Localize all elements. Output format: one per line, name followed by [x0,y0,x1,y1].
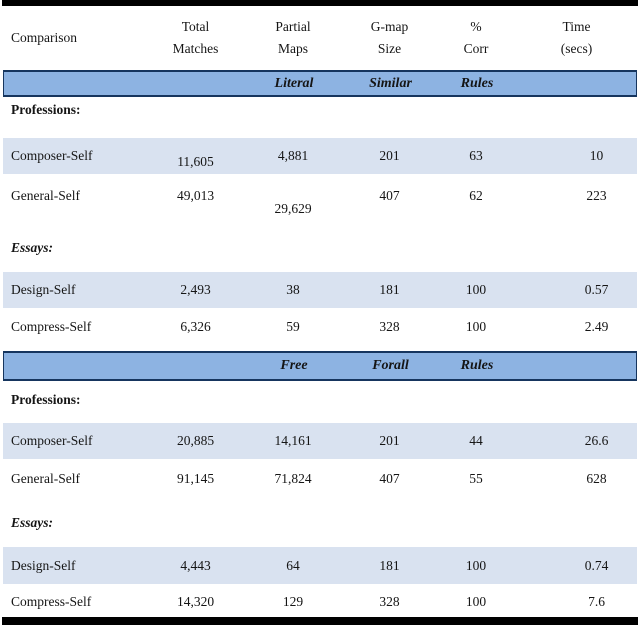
row-label: Design-Self [11,282,76,297]
table-row: Compress-Self 14,320 129 328 100 7.6 [3,586,637,617]
cell-total-matches: 4,443 [180,557,211,573]
cell-time: 0.57 [584,282,609,297]
cell-gmap-size: 407 [379,188,400,203]
cell-pct-corr: 44 [469,433,483,448]
table-row: General-Self 91,145 71,824 407 55 628 [3,461,637,497]
band-label: Similar [369,75,412,91]
cell-partial-maps: 64 [286,557,300,573]
row-label: Design-Self [11,557,76,573]
row-label: Compress-Self [11,593,92,609]
band-label: Forall [372,358,409,373]
table-row: General-Self 49,013 29,629 407 62 223 [3,176,637,216]
table-bottom-rule [2,617,638,625]
table-row: Design-Self 4,443 64 181 100 0.74 [3,547,637,584]
cell-pct-corr: 62 [469,188,483,203]
group-label-professions: Professions: [11,392,81,407]
header-line: Matches [172,41,219,56]
table-row: Composer-Self 11,605 4,881 201 63 10 [3,138,637,174]
header-line: Size [377,41,402,56]
cell-pct-corr: 100 [465,282,487,297]
header-comparison: Comparison [11,30,77,45]
cell-total-matches: 6,326 [180,319,211,334]
cell-time: 0.74 [584,557,609,573]
header-line: G-map [370,19,409,34]
header-line: Total [181,19,210,34]
band-label: Free [280,358,308,373]
cell-gmap-size: 328 [379,593,400,609]
header-line: Maps [278,41,308,56]
cell-gmap-size: 181 [379,557,400,573]
cell-gmap-size: 201 [379,433,400,448]
cell-time: 223 [586,188,607,203]
table-row: Compress-Self 6,326 59 328 100 2.49 [3,310,637,344]
cell-time: 7.6 [588,593,605,609]
cell-total-matches: 14,320 [176,593,215,609]
cell-gmap-size: 201 [379,148,400,163]
group-label-essays: Essays: [11,515,54,530]
cell-pct-corr: 100 [465,319,487,334]
header-line: Corr [463,41,489,56]
row-label: Composer-Self [11,148,93,163]
cell-partial-maps: 59 [286,319,300,334]
cell-partial-maps: 29,629 [274,201,312,216]
cell-gmap-size: 407 [379,471,400,486]
band-label: Rules [460,358,494,373]
band-label: Rules [460,75,494,91]
row-label: Composer-Self [11,433,93,448]
header-gmap-size: G-map Size [343,16,436,60]
cell-partial-maps: 4,881 [277,148,309,163]
table-top-rule [2,0,638,6]
group-label-professions: Professions: [11,102,81,117]
row-label: Compress-Self [11,319,92,334]
cell-total-matches: 20,885 [176,433,215,448]
band-literal-similar-rules: Literal Similar Rules [3,70,637,97]
cell-total-matches: 49,013 [176,188,215,203]
cell-time: 10 [589,148,604,163]
cell-time: 26.6 [584,433,609,448]
header-line: Partial [275,19,311,34]
table-row: Design-Self 2,493 38 181 100 0.57 [3,272,637,308]
header-line: % [470,19,482,34]
cell-pct-corr: 55 [469,471,483,486]
header-pct-corr: % Corr [436,16,516,60]
cell-gmap-size: 181 [379,282,400,297]
cell-pct-corr: 100 [465,593,487,609]
header-time-secs: Time (secs) [516,16,637,60]
group-label-essays: Essays: [11,240,54,255]
header-line: (secs) [560,41,593,56]
band-free-forall-rules: Free Forall Rules [3,351,637,381]
cell-partial-maps: 14,161 [274,433,312,448]
table-row: Composer-Self 20,885 14,161 201 44 26.6 [3,423,637,459]
row-label: General-Self [11,471,80,486]
cell-partial-maps: 71,824 [274,471,312,486]
header-total-matches: Total Matches [148,16,243,60]
band-label: Literal [274,75,314,91]
cell-pct-corr: 100 [465,557,487,573]
cell-total-matches: 11,605 [177,154,214,169]
cell-total-matches: 91,145 [176,471,215,486]
header-partial-maps: Partial Maps [243,16,343,60]
cell-gmap-size: 328 [379,319,400,334]
cell-partial-maps: 38 [286,282,300,297]
row-label: General-Self [11,188,80,203]
cell-pct-corr: 63 [469,148,483,163]
cell-partial-maps: 129 [282,593,304,609]
cell-time: 2.49 [584,319,609,334]
cell-time: 628 [586,471,607,486]
header-line: Time [562,19,591,34]
table-header-row: Comparison Total Matches Partial Maps G-… [3,6,637,70]
cell-total-matches: 2,493 [180,282,211,297]
